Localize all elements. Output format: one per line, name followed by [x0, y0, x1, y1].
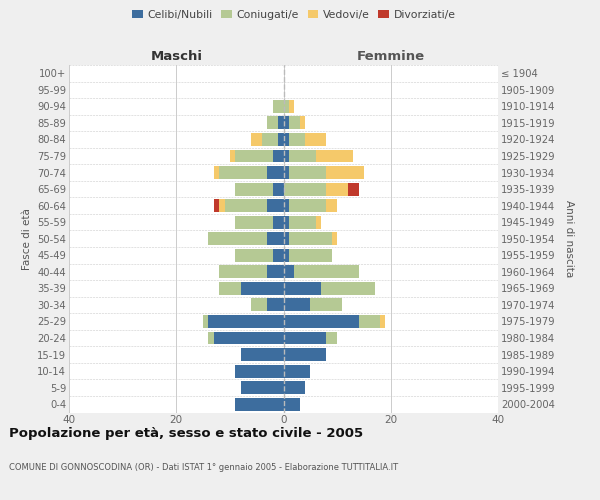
Bar [273, 182, 284, 196]
Bar [284, 232, 289, 245]
Bar [294, 266, 359, 278]
Bar [284, 266, 294, 278]
Bar [219, 166, 268, 179]
Bar [289, 150, 316, 162]
Bar [214, 199, 219, 212]
Bar [268, 266, 284, 278]
Bar [251, 298, 268, 312]
Bar [305, 133, 326, 146]
Y-axis label: Anni di nascita: Anni di nascita [564, 200, 574, 278]
Bar [208, 232, 268, 245]
Bar [299, 116, 305, 130]
Bar [273, 100, 284, 113]
Y-axis label: Fasce di età: Fasce di età [22, 208, 32, 270]
Bar [284, 298, 310, 312]
Bar [235, 364, 284, 378]
Bar [284, 398, 299, 410]
Bar [273, 216, 284, 228]
Bar [289, 133, 305, 146]
Bar [284, 133, 289, 146]
Bar [235, 150, 273, 162]
Bar [278, 133, 284, 146]
Bar [289, 232, 332, 245]
Text: Popolazione per età, sesso e stato civile - 2005: Popolazione per età, sesso e stato civil… [9, 428, 363, 440]
Bar [268, 166, 284, 179]
Bar [284, 199, 289, 212]
Bar [284, 315, 359, 328]
Bar [208, 315, 284, 328]
Bar [219, 199, 224, 212]
Bar [326, 182, 348, 196]
Bar [289, 116, 299, 130]
Bar [289, 100, 294, 113]
Bar [235, 249, 273, 262]
Bar [321, 282, 374, 295]
Bar [224, 199, 268, 212]
Bar [219, 282, 241, 295]
Bar [284, 116, 289, 130]
Bar [284, 282, 321, 295]
Bar [278, 116, 284, 130]
Bar [380, 315, 385, 328]
Bar [241, 381, 284, 394]
Bar [203, 315, 208, 328]
Bar [251, 133, 262, 146]
Bar [214, 332, 284, 344]
Bar [268, 298, 284, 312]
Bar [235, 398, 284, 410]
Bar [284, 166, 289, 179]
Text: Femmine: Femmine [356, 50, 425, 62]
Bar [289, 166, 326, 179]
Bar [284, 249, 289, 262]
Bar [214, 166, 219, 179]
Bar [262, 133, 278, 146]
Bar [316, 216, 321, 228]
Bar [284, 182, 326, 196]
Bar [241, 348, 284, 361]
Text: COMUNE DI GONNOSCODINA (OR) - Dati ISTAT 1° gennaio 2005 - Elaborazione TUTTITAL: COMUNE DI GONNOSCODINA (OR) - Dati ISTAT… [9, 462, 398, 471]
Bar [230, 150, 235, 162]
Bar [208, 332, 214, 344]
Bar [241, 282, 284, 295]
Bar [326, 166, 364, 179]
Bar [310, 298, 343, 312]
Bar [284, 381, 305, 394]
Bar [235, 182, 273, 196]
Text: Maschi: Maschi [150, 50, 202, 62]
Bar [316, 150, 353, 162]
Bar [284, 348, 326, 361]
Bar [273, 249, 284, 262]
Bar [348, 182, 359, 196]
Bar [326, 332, 337, 344]
Bar [284, 150, 289, 162]
Bar [268, 232, 284, 245]
Bar [235, 216, 273, 228]
Bar [268, 116, 278, 130]
Bar [284, 100, 289, 113]
Bar [273, 150, 284, 162]
Bar [289, 199, 326, 212]
Bar [289, 249, 332, 262]
Bar [268, 199, 284, 212]
Legend: Celibi/Nubili, Coniugati/e, Vedovi/e, Divorziati/e: Celibi/Nubili, Coniugati/e, Vedovi/e, Di… [128, 6, 460, 24]
Bar [284, 332, 326, 344]
Bar [289, 216, 316, 228]
Bar [284, 216, 289, 228]
Bar [219, 266, 268, 278]
Bar [359, 315, 380, 328]
Bar [332, 232, 337, 245]
Bar [326, 199, 337, 212]
Bar [284, 364, 310, 378]
